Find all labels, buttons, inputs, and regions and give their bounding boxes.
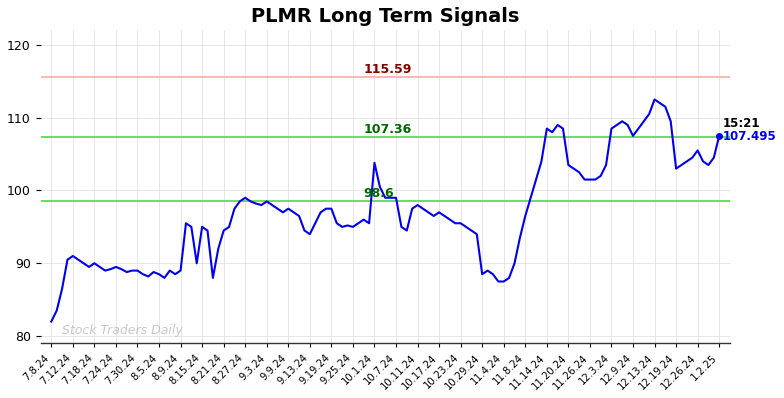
Text: 15:21: 15:21 bbox=[722, 117, 760, 130]
Text: 107.36: 107.36 bbox=[364, 123, 412, 136]
Text: 98.6: 98.6 bbox=[364, 187, 394, 200]
Text: 115.59: 115.59 bbox=[364, 63, 412, 76]
Text: Stock Traders Daily: Stock Traders Daily bbox=[62, 324, 183, 337]
Title: PLMR Long Term Signals: PLMR Long Term Signals bbox=[251, 7, 520, 26]
Text: 107.495: 107.495 bbox=[722, 129, 776, 142]
